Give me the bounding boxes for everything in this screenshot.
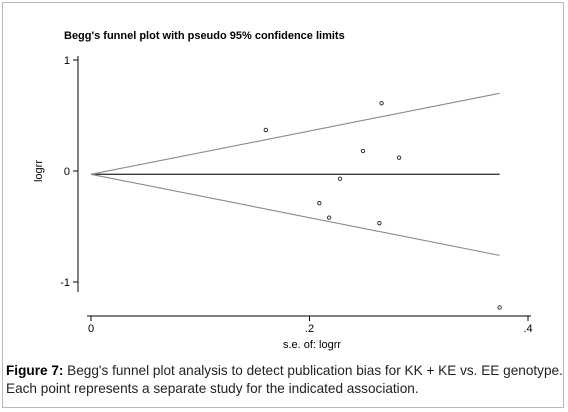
- study-point: [377, 221, 382, 226]
- chart-title: Begg's funnel plot with pseudo 95% confi…: [64, 30, 345, 42]
- y-tick-label: -1: [60, 277, 70, 289]
- x-axis-label: s.e. of: logrr: [283, 339, 341, 351]
- data-points: [263, 101, 502, 310]
- caption-label: Figure 7:: [6, 363, 64, 378]
- upper-confidence-limit-line: [90, 92, 500, 175]
- y-tick-label: 1: [64, 55, 70, 67]
- study-point: [263, 127, 268, 133]
- study-point: [396, 155, 402, 160]
- caption-text: Begg's funnel plot analysis to detect pu…: [6, 363, 563, 396]
- study-point: [497, 305, 502, 310]
- study-point: [360, 148, 366, 154]
- x-tick-label: 0: [88, 323, 94, 335]
- study-point: [327, 215, 332, 220]
- y-tick-label: 0: [64, 166, 70, 178]
- figure-caption: Figure 7: Begg's funnel plot analysis to…: [6, 362, 566, 398]
- figure-frame: [2, 2, 564, 408]
- y-axis-label: logrr: [33, 160, 45, 182]
- x-tick-label: .2: [305, 323, 314, 335]
- study-point: [317, 201, 322, 206]
- lower-confidence-limit-line: [90, 173, 500, 256]
- x-tick-label: .4: [523, 323, 532, 335]
- confidence-limit-lines: [90, 92, 500, 256]
- study-point: [379, 101, 384, 106]
- study-point: [337, 176, 343, 181]
- plot-axes: 1 0 -1 0 .2 .4: [60, 55, 532, 335]
